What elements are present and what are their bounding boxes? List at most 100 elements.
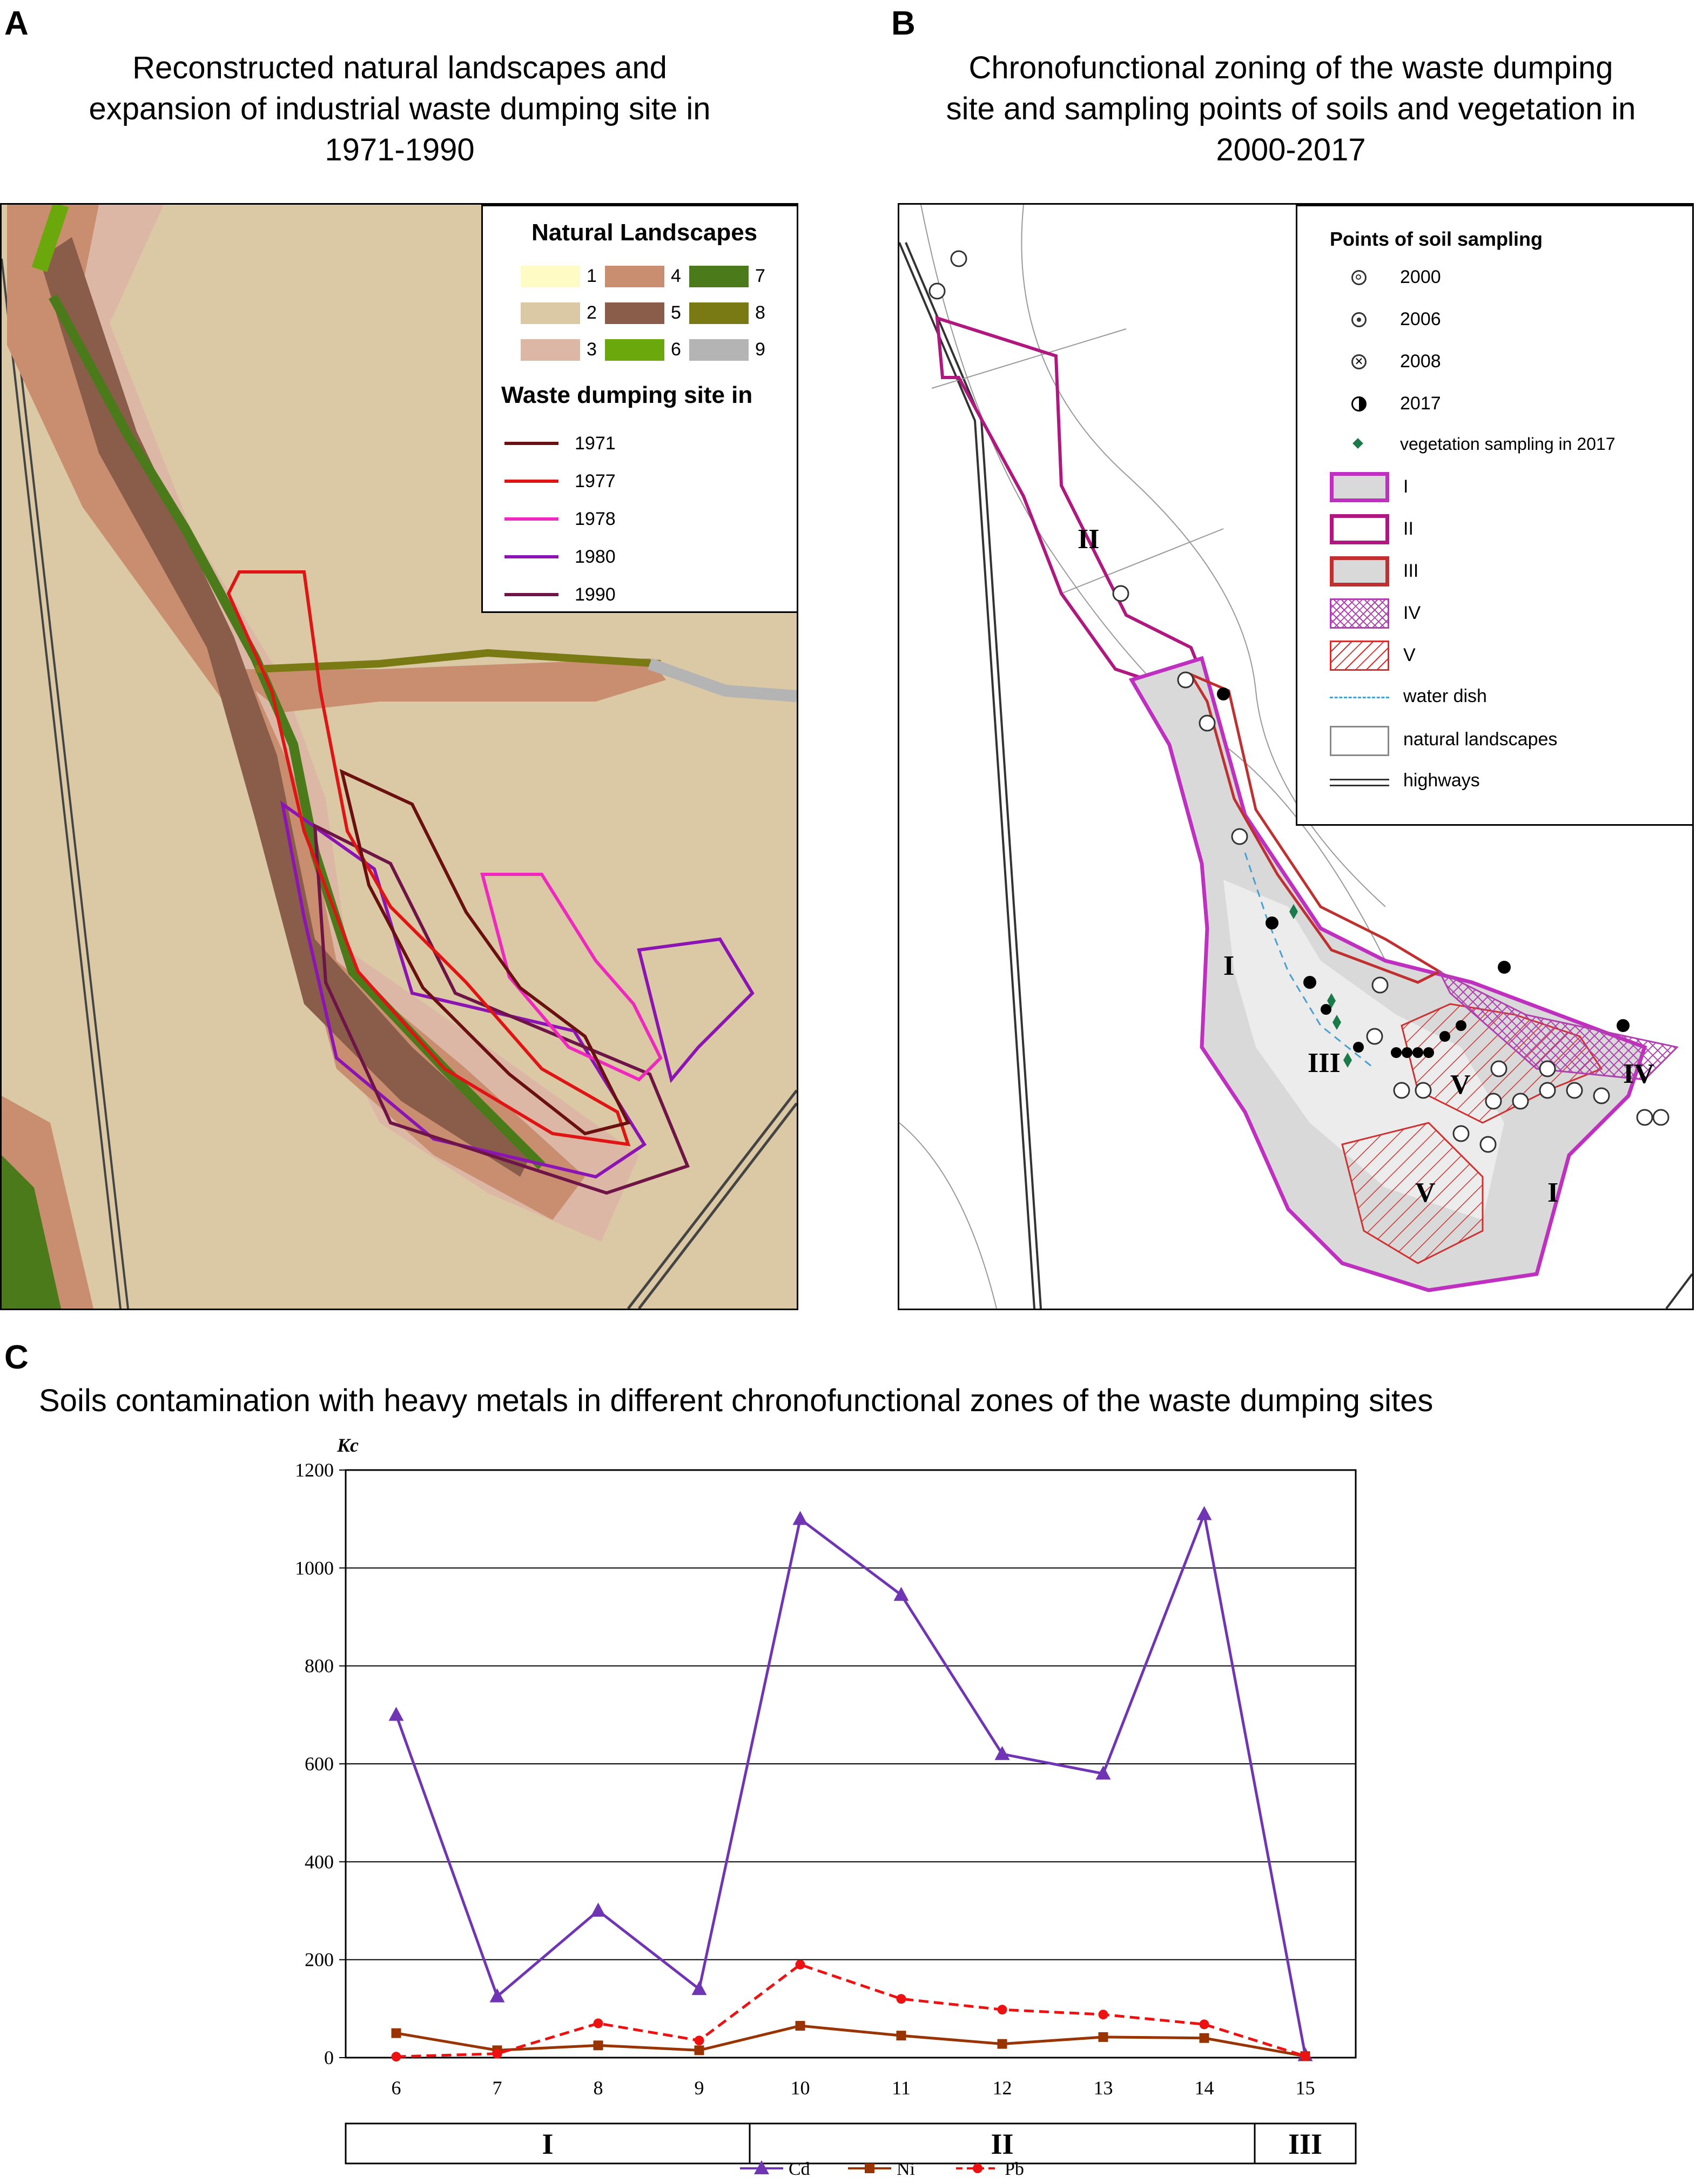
landscape-number: 4 <box>671 266 681 286</box>
legend-label: Cd <box>789 2159 810 2179</box>
highways-swatch <box>1330 779 1389 786</box>
year-label: 1977 <box>575 471 616 491</box>
data-point-ni <box>1199 2033 1209 2043</box>
year-line-swatch <box>504 442 558 445</box>
year-label: 1978 <box>575 509 616 529</box>
year-line-swatch <box>504 593 558 596</box>
legend-marker-pb <box>973 2163 982 2173</box>
y-axis-label: Kc <box>336 1434 359 1456</box>
green-diamond-icon <box>1352 438 1363 449</box>
landscape-swatch <box>689 302 749 324</box>
legend-points-heading: Points of soil sampling <box>1330 228 1543 250</box>
data-point-ni <box>795 2021 805 2031</box>
data-point-pb <box>593 2018 603 2028</box>
series-line-cd <box>395 1509 1307 2055</box>
y-tick-label: 1200 <box>295 1459 334 1481</box>
landscape-map: Natural Landscapes 1 2 3 4 5 6 7 8 9 Was… <box>0 203 798 1310</box>
zone-legend-label: I <box>1403 476 1409 497</box>
zone-iii-swatch <box>1330 556 1389 587</box>
data-point-pb <box>1199 2019 1209 2030</box>
year-line-swatch <box>504 555 558 558</box>
zone-i-swatch <box>1330 472 1389 502</box>
chart-title: Soils contamination with heavy metals in… <box>39 1383 1433 1418</box>
double-circle-icon <box>1351 270 1367 285</box>
panel-a-letter: A <box>4 5 29 42</box>
zone-legend-label: III <box>1403 561 1419 581</box>
data-point-pb <box>492 2048 502 2059</box>
x-tick-label: 14 <box>1195 2077 1214 2099</box>
year-line-swatch <box>504 480 558 483</box>
panel-a-title-line: Reconstructed natural landscapes and <box>132 50 667 85</box>
landscape-swatch <box>605 339 664 361</box>
x-tick-label: 7 <box>493 2077 502 2099</box>
zone-group-box <box>1254 2122 1357 2165</box>
x-tick-label: 9 <box>695 2077 704 2099</box>
x-tick-label: 15 <box>1296 2077 1315 2099</box>
panel-b-title-line: 2000-2017 <box>1216 132 1366 167</box>
point-legend-label: 2000 <box>1400 267 1441 287</box>
x-tick-label: 11 <box>892 2077 911 2099</box>
data-point-ni <box>1098 2032 1108 2042</box>
natural-landscapes-swatch <box>1330 726 1389 756</box>
natural-landscapes-label: natural landscapes <box>1403 729 1558 750</box>
data-point-cd <box>489 1988 505 2003</box>
year-label: 1980 <box>575 547 616 567</box>
data-point-pb <box>896 1994 906 2004</box>
point-legend-label: 2008 <box>1400 351 1441 372</box>
zone-label-v: V <box>1415 1177 1436 1208</box>
zone-legend-label: V <box>1403 645 1416 665</box>
highways-label: highways <box>1403 770 1480 791</box>
year-line-swatch <box>504 517 558 521</box>
series-line-pb <box>396 1963 1306 2058</box>
data-point-pb <box>694 2035 704 2046</box>
data-point-cd <box>1095 1765 1111 1780</box>
landscape-swatch <box>689 266 749 287</box>
point-legend-label: vegetation sampling in 2017 <box>1400 434 1616 454</box>
data-point-ni <box>997 2039 1007 2049</box>
crossed-circle-icon: ✕ <box>1351 354 1367 369</box>
data-point-pb <box>391 2052 401 2062</box>
legend-marker-ni <box>865 2163 874 2173</box>
year-label: 1990 <box>575 584 616 605</box>
legend-label: Pb <box>1005 2159 1024 2179</box>
zone-legend-label: II <box>1403 518 1414 539</box>
landscape-swatch <box>605 266 664 287</box>
zone-label-ii: II <box>1078 524 1100 555</box>
zoning-map-graphic <box>899 205 1692 1309</box>
panel-b-title-line: site and sampling points of soils and ve… <box>946 91 1636 126</box>
data-point-ni <box>391 2028 401 2038</box>
x-tick-label: 6 <box>392 2077 401 2099</box>
y-tick-label: 1000 <box>295 1557 334 1579</box>
data-point-cd <box>691 1981 707 1996</box>
landscape-number: 6 <box>671 339 681 360</box>
landscape-number: 9 <box>755 339 765 360</box>
data-point-cd <box>792 1511 808 1525</box>
data-point-pb <box>1300 2051 1310 2061</box>
zone-label-iii: III <box>1308 1048 1341 1078</box>
data-point-ni <box>593 2040 603 2051</box>
zone-group-label: II <box>991 2128 1013 2160</box>
zoning-map: II I III V IV V I Points of soil samplin… <box>898 203 1694 1310</box>
series-line-ni <box>396 2024 1305 2058</box>
zone-group-label: I <box>542 2128 553 2160</box>
landscape-number: 8 <box>755 302 765 323</box>
dotted-circle-icon <box>1351 312 1367 327</box>
zoning-legend: Points of soil sampling 2000 2006 ✕ 2008… <box>1296 205 1692 826</box>
landscape-map-graphic <box>2 205 797 1309</box>
landscape-swatch <box>689 339 749 361</box>
data-point-pb <box>997 2005 1007 2015</box>
panel-a-title-line: 1971-1990 <box>325 132 475 167</box>
x-tick-label: 13 <box>1094 2077 1113 2099</box>
zone-group-box <box>345 2122 751 2165</box>
landscape-swatch <box>521 339 580 361</box>
zone-group-box <box>749 2122 1256 2165</box>
y-tick-label: 400 <box>305 1851 334 1872</box>
water-dish-label: water dish <box>1403 686 1487 706</box>
zone-label-v: V <box>1450 1069 1471 1100</box>
legend-dumping-heading: Waste dumping site in <box>501 382 753 408</box>
zone-label-i: I <box>1223 951 1235 981</box>
year-label: 1971 <box>575 433 616 454</box>
data-point-pb <box>795 1959 805 1970</box>
panel-a-title: Reconstructed natural landscapes and exp… <box>11 48 789 171</box>
